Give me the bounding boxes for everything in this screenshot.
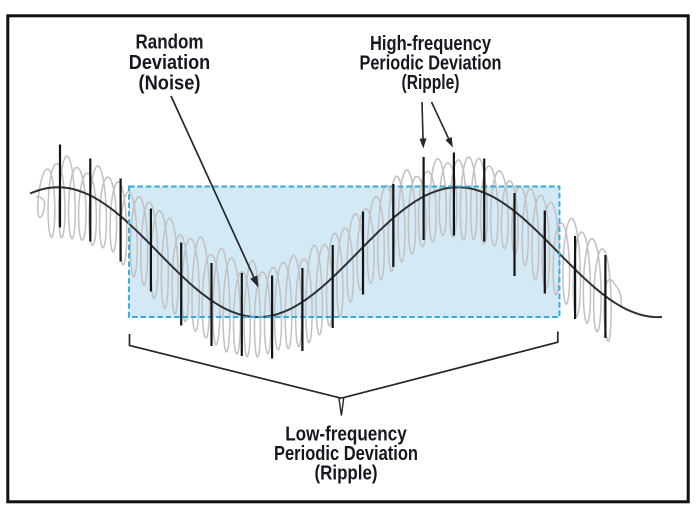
svg-text:Random: Random [136,31,204,53]
svg-text:(Noise): (Noise) [139,72,201,94]
svg-text:High-frequency: High-frequency [370,33,492,55]
svg-text:Deviation: Deviation [129,52,210,74]
svg-text:Low-frequency: Low-frequency [285,424,407,446]
svg-text:Periodic Deviation: Periodic Deviation [360,53,502,75]
svg-text:Periodic Deviation: Periodic Deviation [274,443,418,465]
svg-text:(Ripple): (Ripple) [315,463,378,485]
svg-text:(Ripple): (Ripple) [402,72,460,94]
